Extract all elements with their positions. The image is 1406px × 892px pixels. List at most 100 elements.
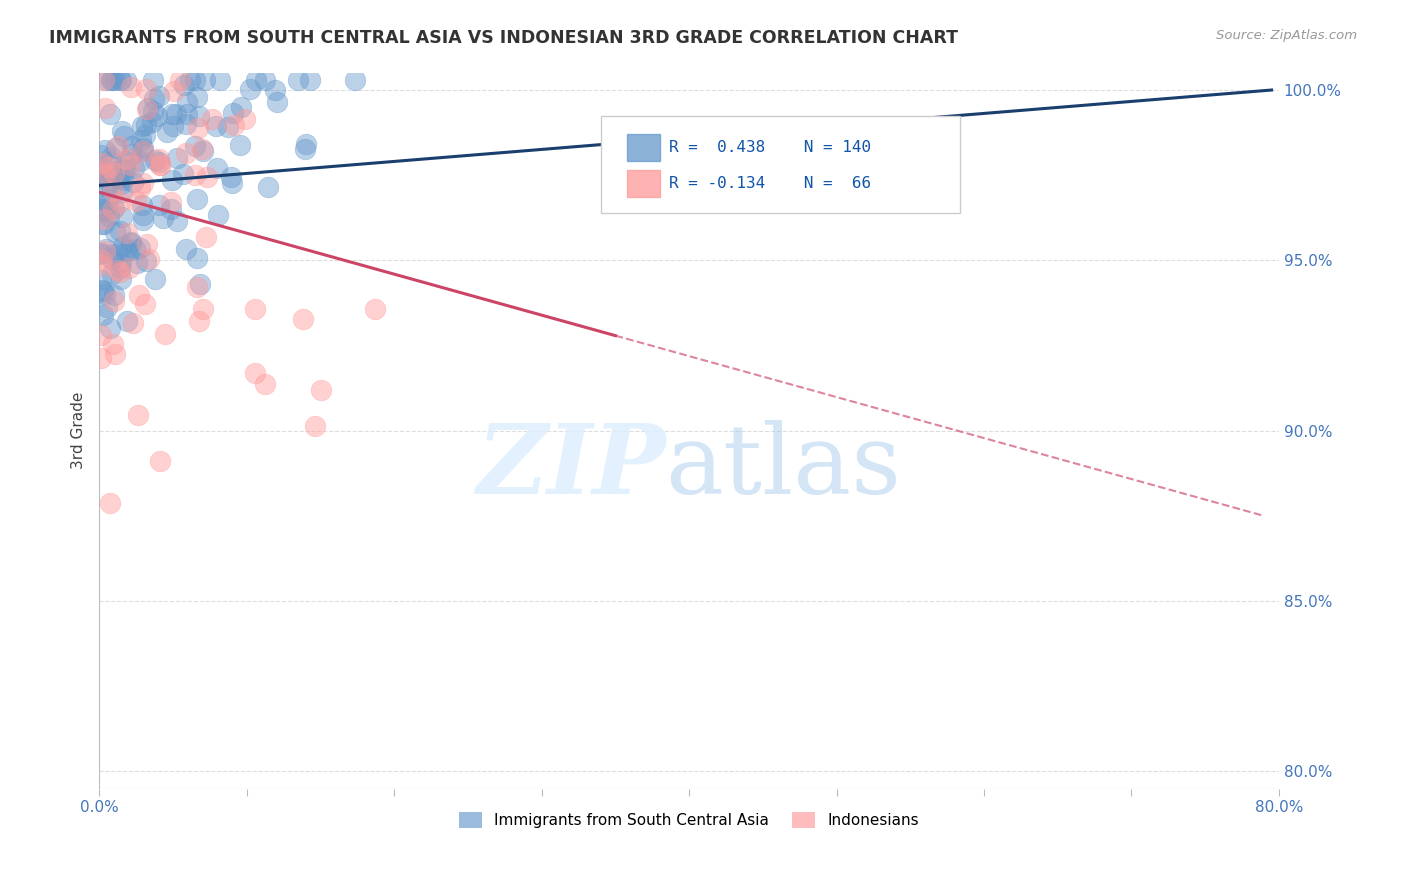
Point bbox=[191, 142, 214, 156]
Point bbox=[173, 78, 195, 92]
Point bbox=[121, 147, 143, 161]
Point bbox=[148, 197, 170, 211]
Point bbox=[149, 158, 172, 172]
Point bbox=[96, 180, 118, 194]
Point bbox=[184, 139, 207, 153]
Point bbox=[204, 119, 226, 133]
Point bbox=[229, 137, 252, 152]
Point bbox=[132, 177, 155, 191]
Point bbox=[160, 202, 183, 217]
Point bbox=[169, 72, 191, 87]
Point bbox=[136, 101, 159, 115]
Point bbox=[184, 72, 207, 87]
Bar bbox=[627, 134, 659, 161]
Point bbox=[110, 195, 132, 210]
Point bbox=[97, 160, 120, 174]
Point bbox=[110, 255, 132, 269]
Point bbox=[148, 89, 170, 103]
Point bbox=[233, 112, 256, 126]
Point bbox=[149, 454, 172, 468]
Point bbox=[104, 347, 127, 361]
Point bbox=[108, 223, 131, 237]
Point bbox=[96, 242, 118, 256]
Point bbox=[266, 95, 288, 110]
Point bbox=[120, 235, 142, 249]
Point bbox=[134, 297, 156, 311]
Point bbox=[222, 106, 245, 120]
Point bbox=[91, 283, 114, 297]
Point bbox=[90, 258, 112, 272]
Point bbox=[114, 243, 136, 257]
Point bbox=[179, 72, 201, 87]
Point bbox=[97, 192, 120, 206]
Point bbox=[111, 211, 134, 225]
Point bbox=[128, 288, 150, 302]
Point bbox=[176, 95, 198, 110]
Point bbox=[100, 267, 122, 281]
Point bbox=[93, 204, 115, 219]
FancyBboxPatch shape bbox=[600, 116, 960, 212]
Point bbox=[186, 252, 208, 266]
Point bbox=[115, 314, 138, 328]
Point bbox=[304, 418, 326, 433]
Point bbox=[176, 106, 198, 120]
Point bbox=[134, 128, 156, 143]
Text: Source: ZipAtlas.com: Source: ZipAtlas.com bbox=[1216, 29, 1357, 42]
Point bbox=[90, 148, 112, 162]
Point bbox=[103, 201, 125, 215]
Point bbox=[205, 161, 228, 175]
Point bbox=[149, 158, 172, 172]
Point bbox=[295, 137, 318, 152]
Point bbox=[160, 195, 183, 210]
Point bbox=[245, 72, 267, 87]
Point bbox=[96, 72, 118, 87]
Point bbox=[127, 408, 149, 422]
Point bbox=[135, 118, 157, 132]
Point bbox=[172, 167, 194, 181]
Text: R =  0.438    N = 140: R = 0.438 N = 140 bbox=[669, 140, 872, 155]
Point bbox=[108, 171, 131, 186]
Point bbox=[117, 226, 139, 240]
Point bbox=[104, 225, 127, 239]
Point bbox=[91, 284, 114, 298]
Point bbox=[103, 166, 125, 180]
Point bbox=[253, 376, 276, 391]
Point bbox=[118, 261, 141, 276]
Point bbox=[131, 119, 153, 133]
Text: R = -0.134    N =  66: R = -0.134 N = 66 bbox=[669, 176, 872, 191]
Point bbox=[111, 124, 134, 138]
Point bbox=[94, 166, 117, 180]
Point bbox=[195, 170, 218, 185]
Point bbox=[174, 146, 197, 161]
Point bbox=[176, 242, 198, 256]
Point bbox=[115, 72, 138, 87]
Point bbox=[97, 195, 120, 210]
Point bbox=[142, 72, 165, 87]
Point bbox=[135, 253, 157, 268]
Point bbox=[110, 72, 132, 87]
Point bbox=[152, 211, 174, 225]
Point bbox=[219, 169, 242, 184]
Point bbox=[160, 173, 183, 187]
Point bbox=[100, 107, 122, 121]
Point bbox=[136, 102, 159, 116]
Point bbox=[135, 236, 157, 251]
Point bbox=[224, 118, 246, 132]
Point bbox=[107, 138, 129, 153]
Point bbox=[100, 72, 122, 87]
Point bbox=[176, 117, 198, 131]
Point bbox=[142, 104, 165, 119]
Point bbox=[111, 161, 134, 176]
Point bbox=[298, 72, 321, 87]
Point bbox=[135, 82, 157, 96]
Point bbox=[253, 72, 276, 87]
Point bbox=[110, 272, 132, 286]
Point bbox=[91, 202, 114, 216]
Text: IMMIGRANTS FROM SOUTH CENTRAL ASIA VS INDONESIAN 3RD GRADE CORRELATION CHART: IMMIGRANTS FROM SOUTH CENTRAL ASIA VS IN… bbox=[49, 29, 959, 46]
Point bbox=[127, 256, 149, 270]
Point bbox=[207, 208, 229, 222]
Point bbox=[128, 154, 150, 169]
Point bbox=[291, 311, 314, 326]
Point bbox=[287, 72, 309, 87]
Point bbox=[148, 152, 170, 166]
